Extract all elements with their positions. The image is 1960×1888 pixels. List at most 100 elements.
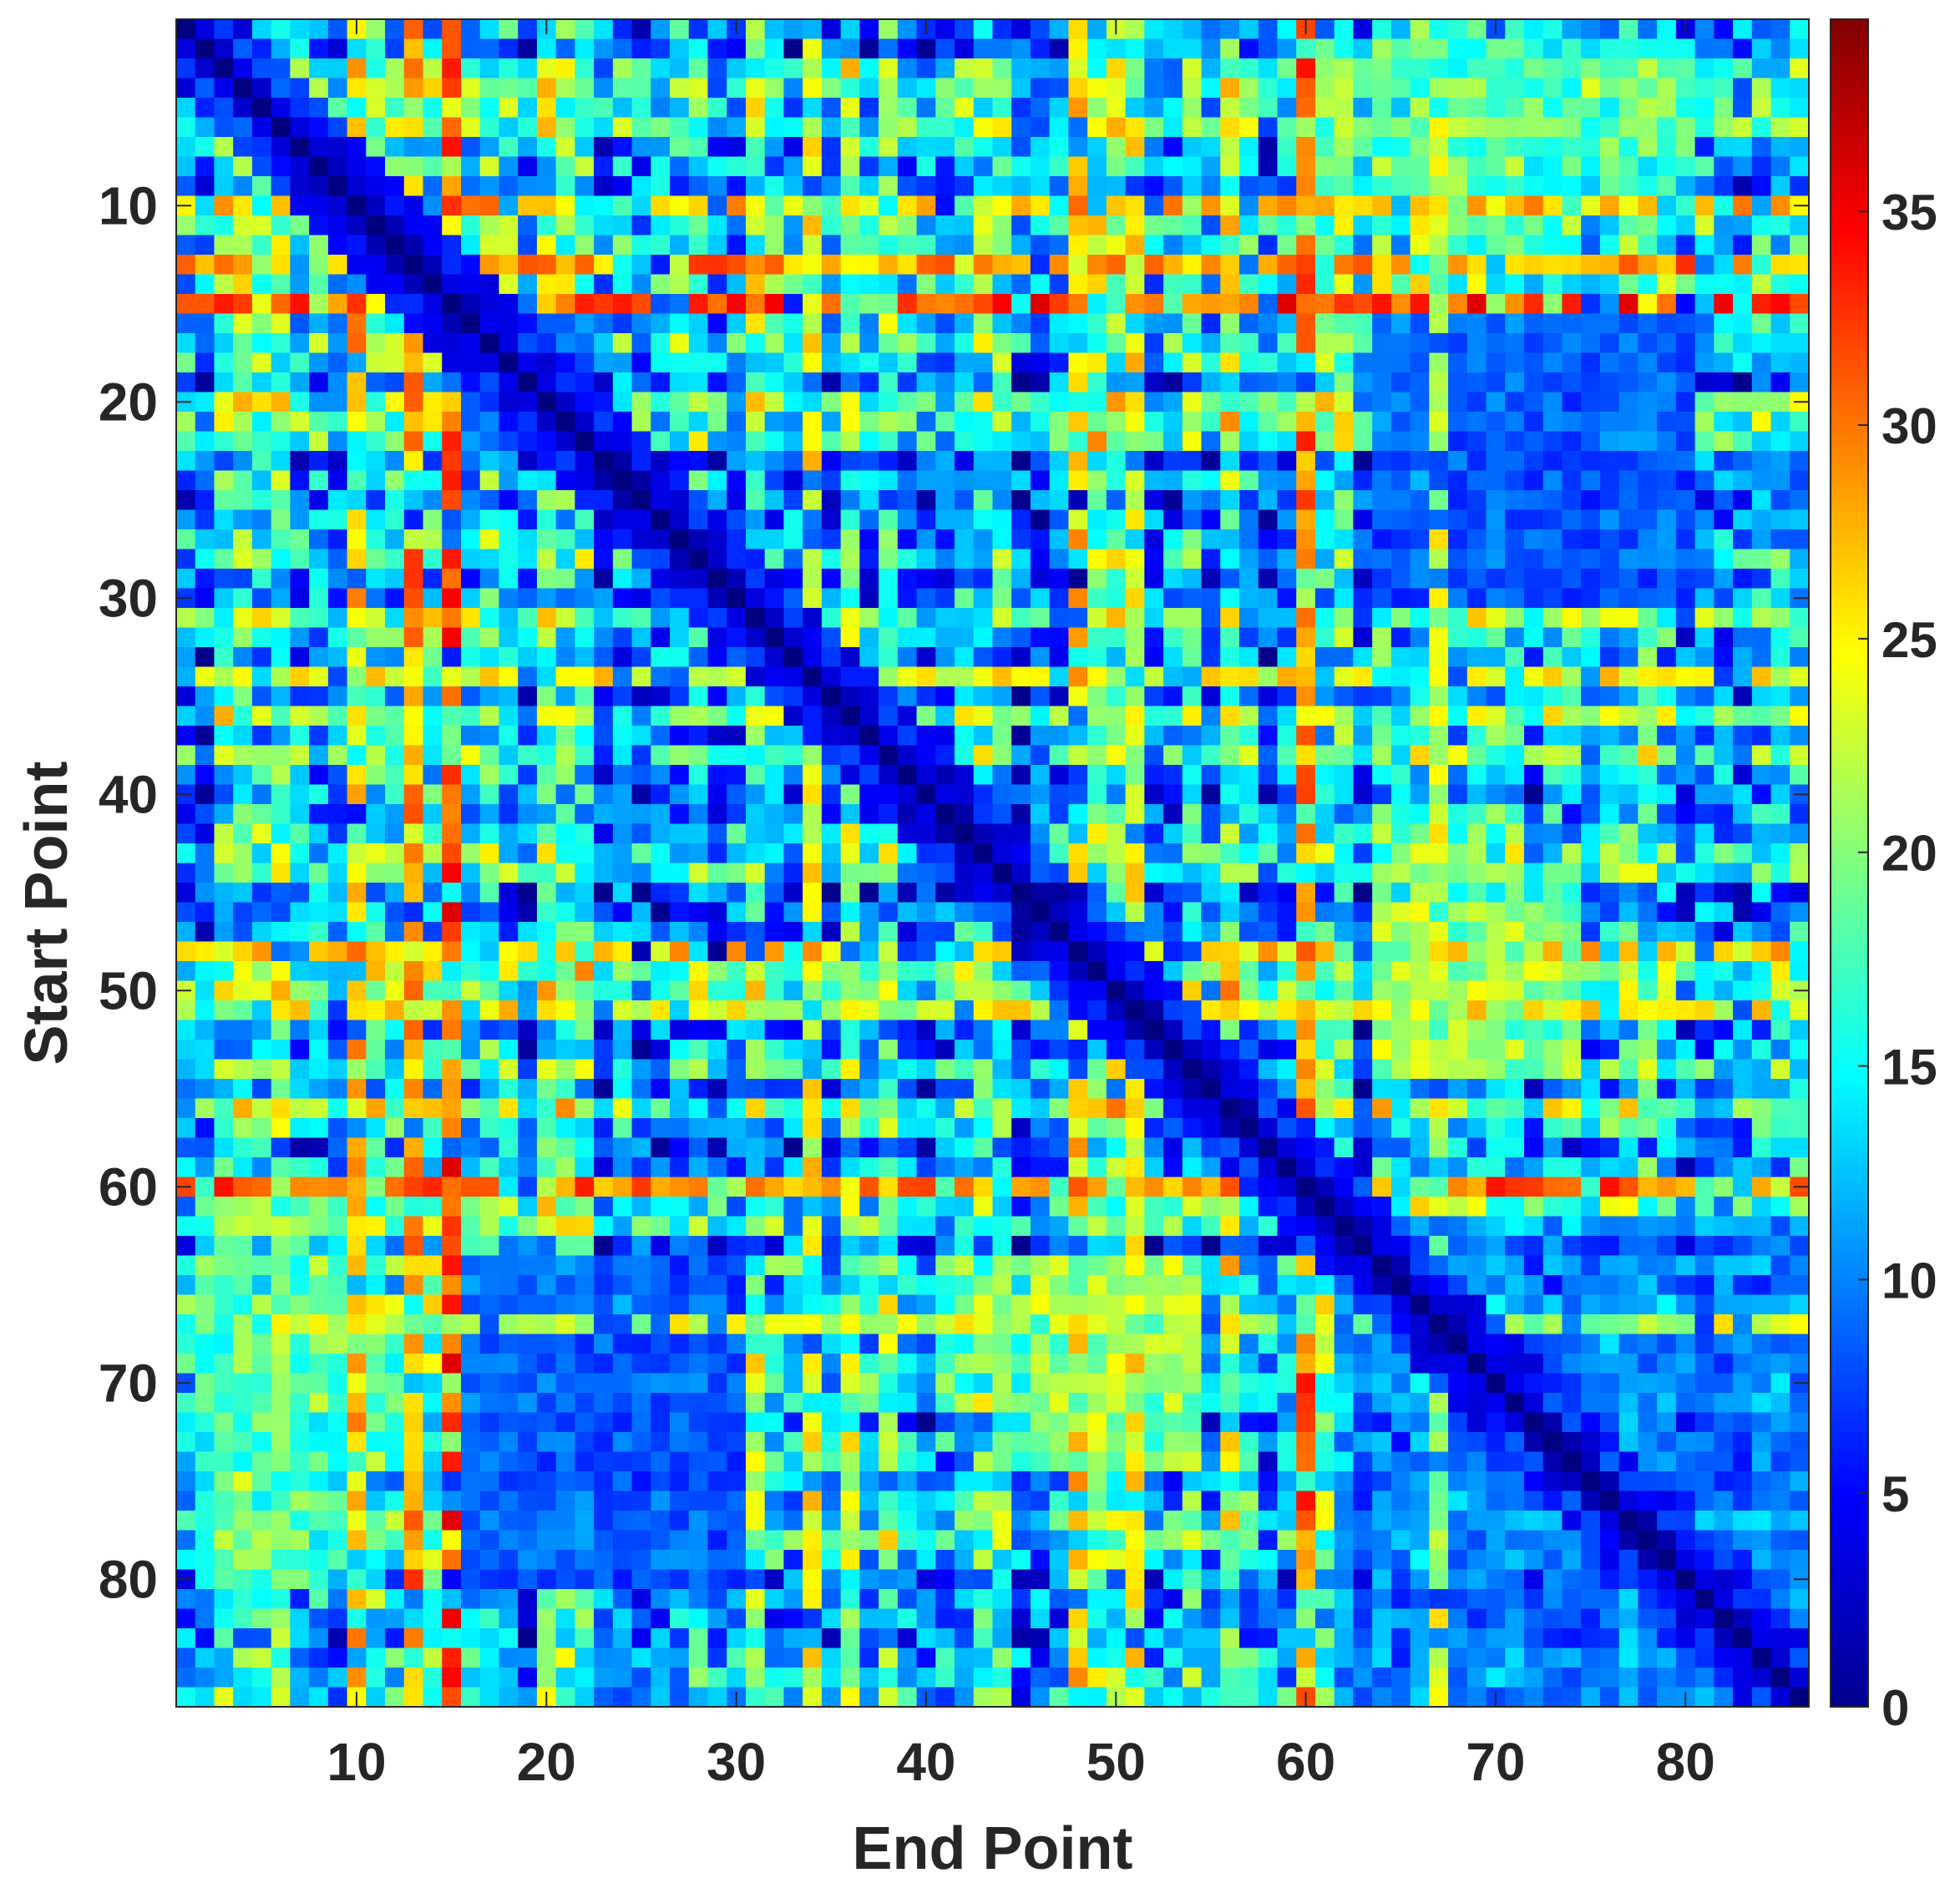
heatmap-cell — [1675, 980, 1696, 1001]
heatmap-cell — [366, 509, 386, 530]
heatmap-cell — [1011, 745, 1031, 766]
heatmap-cell — [955, 569, 975, 590]
heatmap-cell — [1087, 726, 1107, 747]
heatmap-cell — [631, 137, 651, 158]
heatmap-cell — [745, 961, 766, 982]
heatmap-cell — [879, 255, 899, 276]
heatmap-cell — [727, 922, 747, 943]
heatmap-cell — [1182, 412, 1203, 433]
heatmap-cell — [518, 470, 538, 491]
heatmap-cell — [1334, 686, 1355, 707]
heatmap-cell — [309, 922, 329, 943]
heatmap-cell — [879, 529, 899, 550]
heatmap-cell — [460, 156, 481, 177]
heatmap-cell — [1581, 883, 1601, 904]
heatmap-cell — [536, 195, 557, 216]
heatmap-cell — [1638, 804, 1658, 825]
heatmap-cell — [575, 117, 595, 138]
heatmap-cell — [1182, 98, 1203, 119]
heatmap-cell — [176, 961, 196, 982]
heatmap-cell — [631, 627, 651, 648]
heatmap-cell — [612, 549, 633, 569]
heatmap-cell — [195, 706, 215, 726]
heatmap-cell — [1049, 58, 1070, 79]
heatmap-cell — [1182, 215, 1203, 236]
heatmap-cell — [1429, 352, 1449, 373]
heatmap-cell — [1334, 19, 1355, 40]
heatmap-cell — [1087, 529, 1107, 550]
heatmap-cell — [1314, 569, 1335, 590]
heatmap-cell — [366, 470, 386, 491]
heatmap-cell — [1675, 294, 1696, 315]
heatmap-cell — [1657, 1137, 1677, 1158]
heatmap-cell — [1258, 490, 1279, 511]
heatmap-cell — [366, 1059, 386, 1080]
heatmap-cell — [1390, 1040, 1411, 1060]
heatmap-cell — [423, 784, 443, 805]
heatmap-cell — [1694, 372, 1714, 393]
heatmap-cell — [1581, 19, 1601, 40]
heatmap-cell — [1694, 902, 1714, 923]
heatmap-cell — [1638, 1137, 1658, 1158]
heatmap-cell — [271, 1000, 291, 1021]
heatmap-cell — [1239, 1000, 1259, 1021]
heatmap-cell — [195, 647, 215, 668]
heatmap-cell — [1448, 352, 1468, 373]
heatmap-cell — [1751, 176, 1772, 197]
heatmap-cell — [460, 686, 481, 707]
heatmap-cell — [707, 902, 727, 923]
heatmap-cell — [783, 941, 803, 962]
heatmap-cell — [1542, 274, 1563, 295]
heatmap-cell — [1448, 588, 1468, 609]
heatmap-cell — [403, 274, 424, 295]
heatmap-cell — [1694, 823, 1714, 844]
heatmap-cell — [1144, 569, 1164, 590]
heatmap-cell — [1486, 38, 1506, 59]
heatmap-cell — [1258, 38, 1279, 59]
heatmap-cell — [555, 176, 575, 197]
heatmap-cell — [1770, 549, 1790, 569]
heatmap-cell — [327, 569, 348, 590]
heatmap-cell — [1675, 431, 1696, 452]
heatmap-cell — [347, 352, 367, 373]
heatmap-cell — [594, 627, 614, 648]
heatmap-cell — [518, 843, 538, 864]
heatmap-cell — [1030, 176, 1051, 197]
heatmap-cell — [1125, 1118, 1145, 1139]
heatmap-cell — [651, 784, 671, 805]
heatmap-cell — [1314, 1059, 1335, 1080]
heatmap-cell — [366, 823, 386, 844]
heatmap-cell — [555, 863, 575, 883]
heatmap-cell — [727, 706, 747, 726]
heatmap-cell — [916, 745, 936, 766]
heatmap-cell — [1675, 961, 1696, 982]
heatmap-cell — [423, 922, 443, 943]
heatmap-cell — [536, 529, 557, 550]
heatmap-cell — [1390, 313, 1411, 334]
heatmap-cell — [670, 883, 690, 904]
heatmap-cell — [1466, 98, 1487, 119]
heatmap-cell — [955, 666, 975, 687]
heatmap-cell — [1562, 352, 1582, 373]
heatmap-cell — [575, 745, 595, 766]
heatmap-cell — [442, 588, 462, 609]
heatmap-cell — [1714, 509, 1734, 530]
heatmap-cell — [251, 313, 272, 334]
heatmap-cell — [575, 843, 595, 864]
heatmap-cell — [1790, 1040, 1810, 1060]
heatmap-cell — [1106, 431, 1127, 452]
heatmap-cell — [1239, 58, 1259, 79]
heatmap-cell — [612, 686, 633, 707]
heatmap-cell — [1314, 902, 1335, 923]
heatmap-cell — [670, 235, 690, 256]
heatmap-cell — [1068, 1079, 1088, 1100]
heatmap-cell — [1657, 726, 1677, 747]
heatmap-cell — [1542, 372, 1563, 393]
heatmap-cell — [1087, 98, 1107, 119]
heatmap-cell — [783, 843, 803, 864]
heatmap-cell — [916, 509, 936, 530]
heatmap-cell — [1087, 117, 1107, 138]
heatmap-cell — [1694, 941, 1714, 962]
heatmap-cell — [214, 627, 234, 648]
heatmap-cell — [1277, 1137, 1297, 1158]
